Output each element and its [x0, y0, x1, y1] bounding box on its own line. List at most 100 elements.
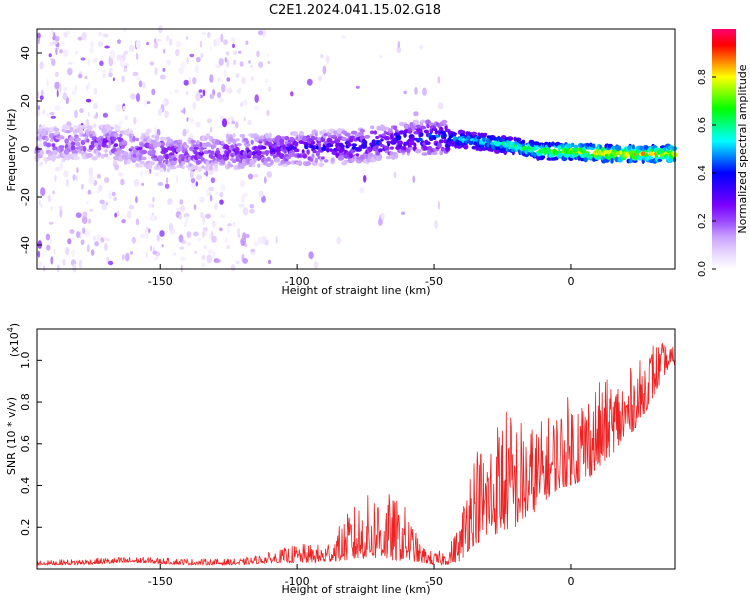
- y-tick-label: 0.8: [19, 393, 32, 411]
- spectrogram-noise-cell: [133, 116, 137, 125]
- spectrogram-ridge-cell: [294, 141, 299, 147]
- spectrogram-ridge-cell: [646, 155, 653, 160]
- spectrogram-noise-cell: [167, 198, 173, 205]
- spectrogram-ridge-cell: [190, 139, 197, 144]
- spectrogram-noise-cell: [189, 53, 195, 58]
- spectrogram-ridge-cell: [139, 160, 145, 165]
- spectrogram-noise-cell: [258, 236, 263, 245]
- snr-x-ticks: -150 -100 -50 0: [148, 564, 574, 588]
- spectrogram-noise-cell: [121, 219, 126, 224]
- spectrogram-ridge-cell: [149, 161, 155, 166]
- spectrogram-noise-cell: [414, 87, 418, 95]
- spectrogram-noise-cell: [89, 175, 95, 185]
- spectrogram-noise-cell: [74, 109, 78, 119]
- spectrogram-ridge-cell: [408, 140, 415, 146]
- snr-x-label: Height of straight line (km): [281, 583, 430, 596]
- spectrogram-noise-cell: [253, 240, 259, 247]
- spectrogram-noise-cell: [186, 231, 192, 239]
- spectrogram-noise-cell: [56, 89, 59, 98]
- spectrogram-noise-cell: [65, 246, 70, 256]
- spectrogram-noise-cell: [87, 59, 90, 66]
- spectrogram-ridge-cell: [70, 144, 76, 151]
- spectrogram-noise-cell: [50, 256, 54, 265]
- spectrogram-noise-cell: [264, 176, 267, 184]
- spectrogram-noise-cell: [129, 44, 135, 53]
- spectrogram-ridge-cell: [209, 165, 213, 171]
- spectrogram-noise-cell: [166, 59, 172, 66]
- spectrogram-noise-cell: [202, 230, 205, 239]
- spectrogram-ridge-cell: [130, 146, 135, 151]
- spectrogram-ridge-cell: [253, 158, 258, 162]
- spectrogram-noise-cell: [219, 191, 224, 198]
- spectrogram-noise-cell: [261, 195, 266, 203]
- spectrogram-noise-cell: [84, 75, 88, 80]
- spectrogram-ridge-cell: [387, 130, 393, 134]
- spectrogram-noise-cell: [257, 30, 264, 36]
- spectrogram-noise-cell: [189, 170, 194, 179]
- spectrogram-noise-cell: [163, 48, 166, 54]
- spectrogram-ridge-cell: [420, 119, 427, 123]
- spectrogram-ridge-cell: [67, 153, 73, 160]
- spectrogram-noise-cell: [149, 214, 156, 222]
- y-tick-label: 0: [19, 146, 32, 153]
- spectrogram-noise-cell: [230, 37, 236, 42]
- spectrogram-ridge-cell: [150, 139, 157, 144]
- spectrogram-noise-cell: [236, 228, 241, 235]
- spectrogram-noise-cell: [219, 227, 223, 232]
- spectrogram-noise-cell: [212, 251, 216, 259]
- spectrogram-noise-cell: [46, 78, 49, 87]
- spectrogram-ridge-cell: [165, 154, 169, 161]
- spectrogram-ridge-cell: [161, 142, 166, 146]
- spectrogram-ridge-cell: [101, 143, 108, 148]
- spectrogram-noise-cell: [308, 251, 314, 260]
- spectrogram-noise-cell: [264, 235, 267, 243]
- spectrogram-ridge-cell: [135, 137, 139, 142]
- spectrogram-noise-cell: [38, 142, 43, 149]
- spectrogram-noise-cell: [80, 57, 86, 61]
- spectrogram-noise-cell: [67, 238, 72, 245]
- spectrogram-ridge-cell: [386, 140, 391, 144]
- spectrogram-noise-cell: [219, 199, 224, 205]
- spectrogram-ridge-cell: [326, 148, 330, 153]
- spectrogram-noise-cell: [130, 93, 136, 100]
- spectrogram-noise-cell: [92, 57, 98, 63]
- spectrogram-noise-cell: [249, 204, 255, 209]
- spectrogram-ridge-cell: [230, 144, 235, 149]
- spectrogram-ridge-cell: [104, 153, 108, 158]
- spectrogram-noise-cell: [86, 244, 90, 253]
- spectrogram-noise-cell: [87, 111, 90, 117]
- spectrogram-noise-cell: [218, 58, 224, 66]
- x-tick-label: -150: [148, 275, 173, 288]
- spectrogram-noise-cell: [194, 250, 198, 255]
- spectrogram-noise-cell: [175, 41, 182, 48]
- spectrogram-ridge-cell: [483, 132, 488, 137]
- spectrogram-ridge-cell: [540, 155, 546, 159]
- spectrogram-ridge-cell: [533, 141, 540, 146]
- spectrogram-noise-cell: [66, 30, 70, 34]
- spectrogram-noise-cell: [69, 229, 75, 234]
- spectrogram-noise-cell: [86, 200, 89, 205]
- x-tick-label: -100: [285, 275, 310, 288]
- spectrogram-noise-cell: [403, 90, 408, 95]
- spectrogram-ridge-cell: [378, 148, 383, 153]
- spectrogram-ridge-cell: [104, 149, 108, 153]
- spectrogram-noise-cell: [82, 211, 88, 217]
- spectrogram-ridge-cell: [193, 146, 200, 150]
- spectrogram-noise-cell: [188, 76, 191, 85]
- spectrogram-noise-cell: [116, 54, 123, 61]
- spectrogram-noise-cell: [117, 172, 123, 177]
- spectrogram-noise-cell: [207, 248, 214, 255]
- spectrogram-noise-cell: [59, 83, 62, 93]
- spectrogram-noise-cell: [156, 233, 161, 242]
- spectrogram-ridge-cell: [440, 146, 445, 152]
- spectrogram-noise-cell: [290, 91, 294, 97]
- spectrogram-noise-cell: [78, 73, 83, 79]
- spectrogram-ridge-cell: [397, 140, 403, 146]
- spectrogram-noise-cell: [76, 167, 79, 174]
- spectrogram-ridge-cell: [79, 128, 84, 134]
- spectrogram-noise-cell: [267, 61, 271, 64]
- spectrogram-noise-cell: [266, 53, 270, 58]
- spectrogram-noise-cell: [54, 166, 61, 172]
- spectrogram-ridge-cell: [159, 155, 164, 161]
- spectrogram-ridge-cell: [211, 150, 215, 155]
